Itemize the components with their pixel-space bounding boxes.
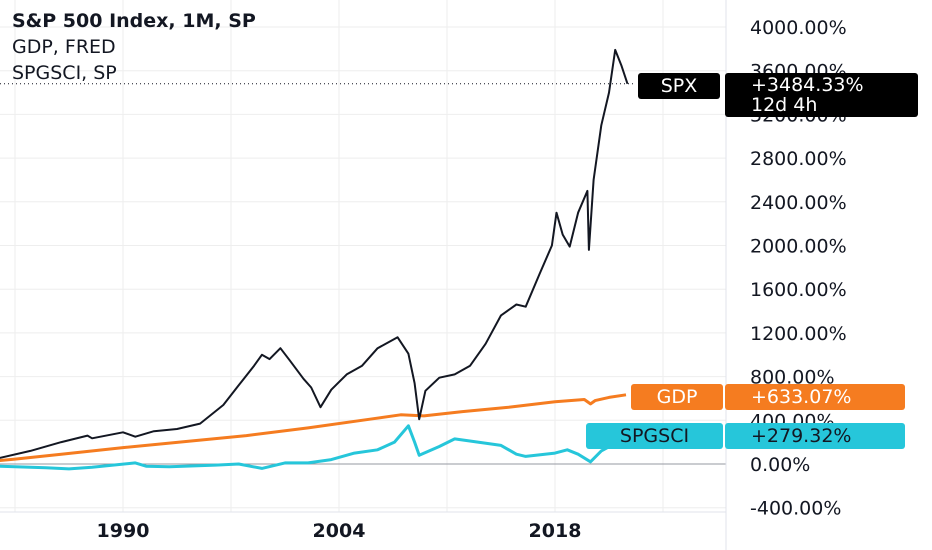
spx-value-tag: +3484.33% 12d 4h	[725, 73, 918, 117]
series-line-spgsci[interactable]	[0, 424, 627, 471]
y-tick-label: 1600.00%	[750, 279, 847, 301]
spx-value: +3484.33%	[751, 74, 864, 96]
y-tick-label: 4000.00%	[750, 17, 847, 39]
legend-spgsci-symbol[interactable]: SPGSCI, SP	[12, 62, 117, 84]
spgsci-value-tag: +279.32%	[725, 423, 905, 449]
x-tick-label: 2004	[313, 520, 366, 542]
legend-main-symbol[interactable]: S&P 500 Index, 1M, SP	[12, 10, 256, 32]
time-axis[interactable]: 1990 2004 2018	[97, 520, 582, 542]
y-tick-label: -400.00%	[750, 498, 841, 520]
y-tick-label: 1200.00%	[750, 323, 847, 345]
y-tick-label: 800.00%	[750, 367, 835, 389]
y-tick-label: 2400.00%	[750, 192, 847, 214]
series-layer	[0, 48, 629, 471]
spgsci-name-tag: SPGSCI	[586, 423, 723, 449]
gdp-value-tag: +633.07%	[725, 384, 905, 410]
chart-legend: S&P 500 Index, 1M, SP GDP, FRED SPGSCI, …	[12, 8, 256, 86]
x-tick-label: 1990	[97, 520, 150, 542]
y-tick-label: 2000.00%	[750, 236, 847, 258]
gdp-name-tag: GDP	[631, 384, 723, 410]
series-line-spx[interactable]	[0, 48, 629, 464]
spx-name-tag: SPX	[638, 73, 720, 99]
y-tick-label: 2800.00%	[750, 148, 847, 170]
horizontal-grid	[0, 26, 726, 509]
x-tick-label: 2018	[529, 520, 582, 542]
spx-countdown: 12d 4h	[751, 94, 818, 116]
series-line-gdp[interactable]	[0, 393, 627, 464]
y-tick-label: 0.00%	[750, 454, 810, 476]
legend-gdp-symbol[interactable]: GDP, FRED	[12, 36, 116, 58]
